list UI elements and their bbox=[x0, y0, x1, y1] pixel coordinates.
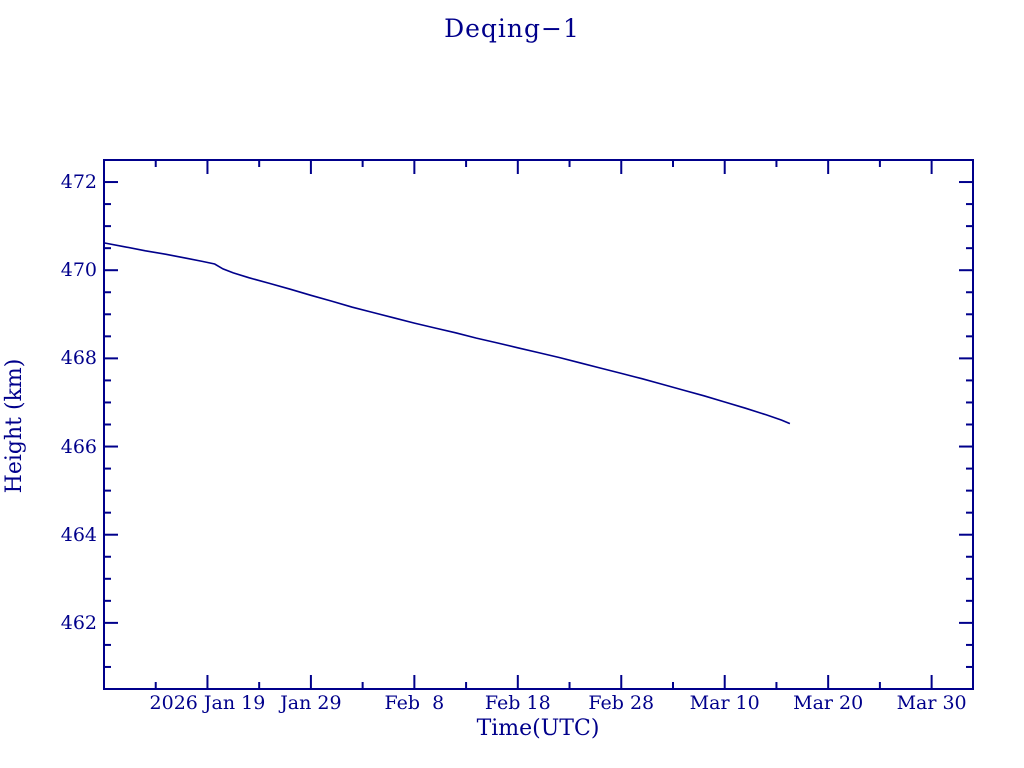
x-tick-label: Jan 29 bbox=[280, 692, 342, 714]
y-tick-label: 464 bbox=[60, 523, 97, 546]
orbit-height-series-line bbox=[103, 242, 791, 425]
y-tick-label: 466 bbox=[60, 435, 97, 458]
x-tick-label: Mar 30 bbox=[896, 692, 967, 714]
x-axis-title: Time(UTC) bbox=[476, 716, 600, 741]
chart-title: Deqing−1 bbox=[444, 14, 580, 43]
x-tick-label: Feb 8 bbox=[384, 692, 445, 714]
x-tick-label: 2026 Jan 19 bbox=[149, 692, 266, 714]
y-tick-label: 462 bbox=[60, 611, 97, 634]
x-tick-label: Feb 28 bbox=[588, 692, 655, 714]
x-tick-label: Mar 10 bbox=[689, 692, 760, 714]
y-tick-label: 472 bbox=[60, 171, 97, 194]
y-tick-label: 470 bbox=[60, 259, 97, 282]
x-tick-label: Mar 20 bbox=[793, 692, 864, 714]
plot-frame bbox=[103, 159, 974, 690]
y-tick-label: 468 bbox=[60, 347, 97, 370]
x-tick-label: Feb 18 bbox=[484, 692, 551, 714]
